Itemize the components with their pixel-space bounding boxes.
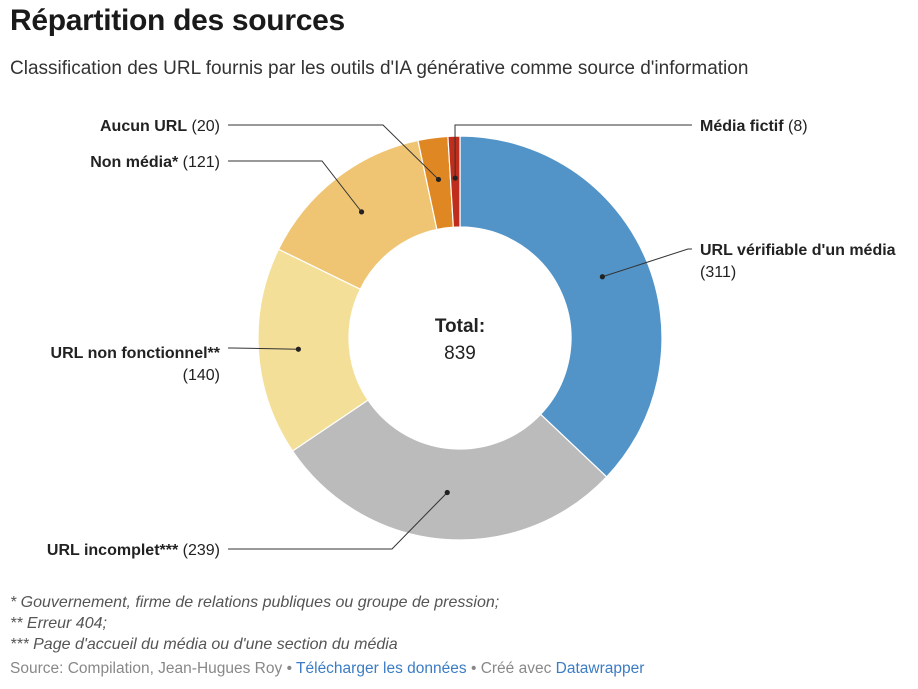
- slice-label: URL non fonctionnel** (140): [51, 345, 221, 384]
- leader-dot: [599, 274, 605, 280]
- separator: •: [470, 660, 477, 677]
- footer: Source: Compilation, Jean-Hugues Roy • T…: [10, 660, 644, 678]
- source-text: Source: Compilation, Jean-Hugues Roy: [10, 660, 283, 677]
- footnote: * Gouvernement, firme de relations publi…: [10, 594, 500, 611]
- leader-line: [602, 248, 692, 278]
- center-total-label: Total:: [435, 316, 485, 337]
- donut-slice: [291, 399, 608, 541]
- slice-label: URL incomplet*** (239): [47, 542, 220, 559]
- donut-slice: [459, 135, 663, 478]
- slice-label: Non média* (121): [90, 154, 220, 171]
- slice-label: Média fictif (8): [700, 118, 808, 135]
- donut-slice: [447, 135, 461, 228]
- donut-chart: URL vérifiable d'un média (311) URL incomp…: [47, 118, 896, 559]
- leader-dot: [358, 209, 365, 215]
- created-with-text: Créé avec: [480, 660, 552, 677]
- footnote: *** Page d'accueil du média ou d'une sec…: [10, 636, 398, 653]
- datawrapper-link[interactable]: Datawrapper: [555, 660, 645, 677]
- download-data-link[interactable]: Télécharger les données: [296, 660, 467, 677]
- chart-title: Répartition des sources: [10, 4, 345, 37]
- chart-subtitle: Classification des URL fournis par les o…: [10, 58, 749, 79]
- slice-label: Aucun URL (20): [100, 118, 220, 135]
- leader-line: [228, 492, 448, 550]
- slice-label: URL vérifiable d'un média (311): [700, 242, 896, 281]
- footnote: ** Erreur 404;: [10, 615, 107, 632]
- leader-dot: [435, 176, 442, 183]
- leader-line: [228, 347, 299, 350]
- leader-dot: [452, 175, 458, 181]
- leader-dot: [295, 346, 301, 352]
- leader-line: [454, 124, 692, 179]
- separator: •: [286, 660, 292, 677]
- leader-dot: [444, 489, 450, 496]
- center-total-value: 839: [444, 343, 476, 364]
- footnotes: * Gouvernement, firme de relations publi…: [10, 592, 499, 655]
- leader-line: [228, 124, 439, 180]
- leader-line: [228, 160, 362, 213]
